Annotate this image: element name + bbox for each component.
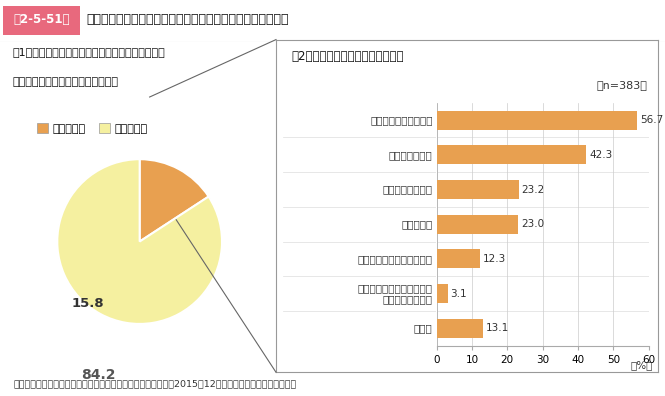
FancyBboxPatch shape bbox=[3, 6, 80, 35]
Text: 13.1: 13.1 bbox=[485, 323, 509, 333]
Bar bbox=[436, 110, 637, 129]
Text: その他: その他 bbox=[414, 323, 432, 333]
Bar bbox=[436, 249, 480, 268]
Text: （n=383）: （n=383） bbox=[596, 80, 647, 89]
Bar bbox=[436, 180, 519, 199]
Text: 金融機関に支援を断られた経験: 金融機関に支援を断られた経験 bbox=[12, 77, 118, 87]
Bar bbox=[436, 145, 586, 164]
Text: 23.0: 23.0 bbox=[521, 219, 544, 229]
Bar bbox=[436, 319, 483, 338]
Bar bbox=[436, 215, 518, 234]
Text: 既存借入の過多: 既存借入の過多 bbox=[389, 150, 432, 160]
Text: 資料：中小企業庁委託「中小企業の資金調達に関する調査」（2015年12月、みずほ総合研究所（株））: 資料：中小企業庁委託「中小企業の資金調達に関する調査」（2015年12月、みずほ… bbox=[13, 379, 297, 388]
Text: 84.2: 84.2 bbox=[81, 368, 116, 383]
Text: 12.3: 12.3 bbox=[483, 254, 506, 264]
Text: 担保がない: 担保がない bbox=[401, 219, 432, 229]
Text: 経営課題の解決に向けた投資計画を金融機関に断られた経験: 経営課題の解決に向けた投資計画を金融機関に断られた経験 bbox=[86, 13, 289, 27]
Wedge shape bbox=[140, 159, 209, 242]
Text: 42.3: 42.3 bbox=[589, 150, 612, 160]
Text: （1）経営課題の解決に向けた投資を計画した際、: （1）経営課題の解決に向けた投資を計画した際、 bbox=[12, 47, 165, 57]
Text: （2）金融機関が支援を断った理由: （2）金融機関が支援を断った理由 bbox=[291, 50, 404, 63]
Text: （%）: （%） bbox=[630, 360, 653, 370]
Legend: 経験がある, 経験がない: 経験がある, 経験がない bbox=[32, 119, 152, 138]
Text: 15.8: 15.8 bbox=[72, 297, 104, 310]
Text: 新事業のノウハウがなく、
計画達成できない: 新事業のノウハウがなく、 計画達成できない bbox=[358, 283, 432, 305]
Text: 会社の収支状況が悪い: 会社の収支状況が悪い bbox=[370, 115, 432, 125]
Wedge shape bbox=[57, 159, 222, 324]
Text: 自己資金が少ない: 自己資金が少ない bbox=[382, 185, 432, 194]
Text: 56.7: 56.7 bbox=[640, 115, 663, 125]
Text: 新事業の採算が見込めない: 新事業の採算が見込めない bbox=[358, 254, 432, 264]
Text: 第2-5-51図: 第2-5-51図 bbox=[13, 13, 69, 27]
Text: 23.2: 23.2 bbox=[521, 185, 545, 194]
Text: 3.1: 3.1 bbox=[450, 289, 467, 299]
Bar bbox=[436, 284, 448, 303]
